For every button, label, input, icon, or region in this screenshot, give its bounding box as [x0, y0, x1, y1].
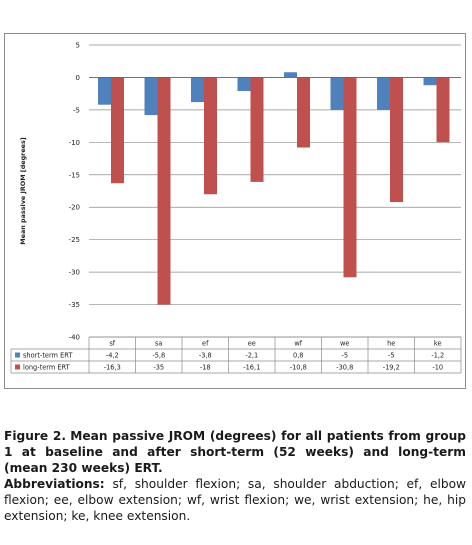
abbreviations-label: Abbreviations: [4, 477, 105, 491]
y-tick-label: -25 [69, 236, 80, 244]
legend-swatch [15, 364, 20, 370]
category-label: we [340, 340, 349, 348]
figure-label: Figure 2. [4, 429, 66, 443]
data-value-label: -10 [432, 364, 443, 372]
data-value-label: -30,8 [336, 364, 353, 372]
bar-long-term [250, 77, 264, 182]
bar-short-term [330, 77, 344, 110]
bar-long-term [436, 77, 450, 143]
y-tick-label: -20 [69, 204, 80, 212]
category-label: he [387, 340, 395, 348]
data-value-label: -18 [200, 364, 211, 372]
bar-long-term [111, 77, 124, 184]
data-value-label: -19,2 [383, 364, 400, 372]
bar-short-term [98, 77, 111, 105]
data-value-label: -5 [388, 352, 395, 360]
bar-long-term [343, 77, 357, 278]
category-label: ke [434, 340, 442, 348]
bar-short-term [237, 77, 251, 92]
bar-long-term [297, 77, 310, 148]
data-value-label: -1,2 [431, 352, 444, 360]
data-value-label: 0,8 [293, 352, 304, 360]
abbreviations-paragraph: Abbreviations: sf, shoulder flexion; sa,… [4, 476, 466, 524]
data-value-label: -16,1 [243, 364, 260, 372]
category-label: ef [202, 340, 209, 348]
legend-series-name: long-term ERT [23, 364, 71, 372]
y-tick-label: 5 [76, 42, 80, 50]
data-value-label: -2,1 [245, 352, 258, 360]
figure-caption: Figure 2. Mean passive JROM (degrees) fo… [4, 428, 466, 524]
bar-short-term [191, 77, 204, 103]
data-value-label: -5,8 [152, 352, 165, 360]
legend-swatch [15, 352, 20, 358]
data-value-label: -10,8 [290, 364, 307, 372]
abbreviations-text: sf, shoulder flexion; sa, shoulder abduc… [4, 477, 467, 523]
y-tick-label: -30 [69, 269, 80, 277]
bar-short-term [423, 77, 437, 86]
bar-long-term [204, 77, 217, 195]
y-tick-label: -10 [69, 139, 80, 147]
figure-description: Mean passive JROM (degrees) for all pati… [4, 429, 466, 475]
category-label: sf [109, 340, 115, 348]
data-value-label: -4,2 [106, 352, 119, 360]
y-tick-label: -5 [73, 106, 80, 114]
category-label: wf [294, 340, 302, 348]
figure-caption-paragraph: Figure 2. Mean passive JROM (degrees) fo… [4, 428, 466, 476]
y-axis-title: Mean passive JROM [degrees] [19, 137, 27, 245]
data-value-label: -3,8 [199, 352, 212, 360]
y-tick-label: -35 [69, 301, 80, 309]
bar-short-term [144, 77, 158, 116]
y-tick-label: -40 [69, 334, 80, 342]
data-value-label: -16,3 [104, 364, 121, 372]
data-value-label: -35 [153, 364, 164, 372]
bar-chart: 5 0 -5 -10 -15 -20 -25 -30 -35 -40 Mean passive JR… [10, 42, 462, 374]
bar-long-term [157, 77, 171, 305]
data-value-label: -5 [341, 352, 348, 360]
category-label: sa [155, 340, 162, 348]
y-tick-label: 0 [76, 74, 80, 82]
chart-frame: 5 0 -5 -10 -15 -20 -25 -30 -35 -40 Mean passive JR… [4, 33, 466, 389]
bar-short-term [377, 77, 390, 110]
bar-long-term [390, 77, 403, 203]
legend-series-name: short-term ERT [23, 352, 73, 360]
bar-short-term [284, 72, 297, 78]
y-tick-label: -15 [69, 171, 80, 179]
category-label: ee [248, 340, 256, 348]
